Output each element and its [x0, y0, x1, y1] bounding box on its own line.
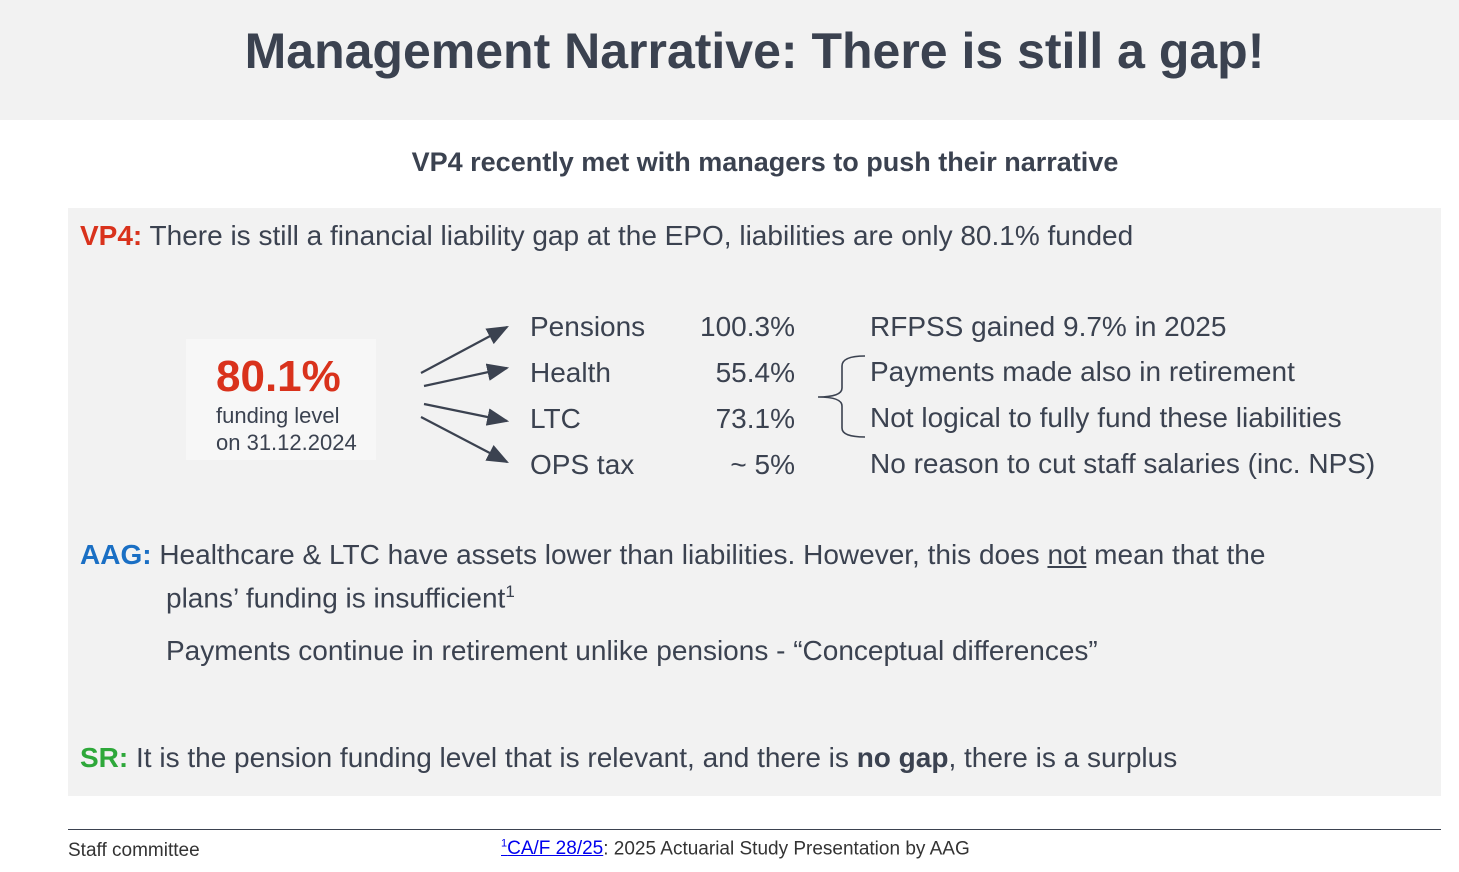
aag-line2-text: plans’ funding is insufficient: [166, 582, 506, 614]
funding-level-value: 80.1%: [216, 352, 341, 401]
row-name: LTC: [530, 403, 581, 434]
footnote-link[interactable]: 1CA/F 28/25: [501, 838, 603, 859]
row-value: 100.3%: [700, 311, 795, 342]
aag-text: Healthcare & LTC have assets lower than …: [159, 539, 1048, 570]
funding-level-label: funding level: [216, 403, 340, 428]
footnote-text: : 2025 Actuarial Study Presentation by A…: [603, 838, 970, 860]
row-note: Not logical to fully fund these liabilit…: [870, 402, 1342, 433]
vp4-text: There is still a financial liability gap…: [149, 220, 1134, 251]
sr-text: , there is a surplus: [948, 742, 1178, 773]
row-name: OPS tax: [530, 449, 635, 480]
aag-label: AAG:: [80, 539, 152, 570]
aag-line3: Payments continue in retirement unlike p…: [166, 635, 1098, 666]
row-name: Pensions: [530, 311, 646, 342]
sr-text: It is the pension funding level that is …: [136, 742, 857, 773]
row-value: 73.1%: [715, 403, 795, 434]
sr-statement: SR: It is the pension funding level that…: [80, 742, 1177, 774]
content-panel: [68, 208, 1441, 796]
row-note: RFPSS gained 9.7% in 2025: [870, 311, 1227, 342]
row-value: ~ 5%: [730, 449, 795, 480]
funding-level-date: on 31.12.2024: [216, 430, 357, 455]
row-note: Payments made also in retirement: [870, 356, 1295, 387]
row-note: No reason to cut staff salaries (inc. NP…: [870, 448, 1376, 479]
row-value: 55.4%: [715, 357, 795, 388]
vp4-label: VP4:: [80, 220, 143, 251]
vp4-statement: VP4: There is still a financial liabilit…: [80, 220, 1133, 252]
footnote: 1CA/F 28/25: 2025 Actuarial Study Presen…: [501, 838, 970, 860]
footer-divider: [68, 829, 1441, 830]
arrow-ltc: [423, 402, 510, 426]
row-name: Health: [530, 357, 611, 388]
aag-line2: plans’ funding is insufficient1: [166, 582, 515, 614]
arrow-pensions: [420, 325, 509, 374]
sr-label: SR:: [80, 742, 129, 773]
aag-text: mean that the: [1086, 539, 1266, 570]
funding-level-box: [186, 339, 376, 460]
footnote-sup: 1: [501, 838, 508, 850]
aag-underlined: not: [1047, 539, 1087, 570]
footer-left: Staff committee: [68, 840, 200, 861]
page-title: Management Narrative: There is still a g…: [244, 23, 1265, 79]
brace-icon: [817, 355, 866, 438]
footnote-ref: 1: [505, 582, 515, 601]
arrow-health: [423, 363, 510, 388]
footnote-link-text: CA/F 28/25: [507, 838, 604, 860]
header-band: [0, 0, 1459, 120]
aag-statement: AAG: Healthcare & LTC have assets lower …: [80, 539, 1265, 571]
arrow-ops-tax: [420, 416, 509, 464]
sr-bold: no gap: [856, 742, 949, 773]
subtitle: VP4 recently met with managers to push t…: [411, 147, 1119, 177]
